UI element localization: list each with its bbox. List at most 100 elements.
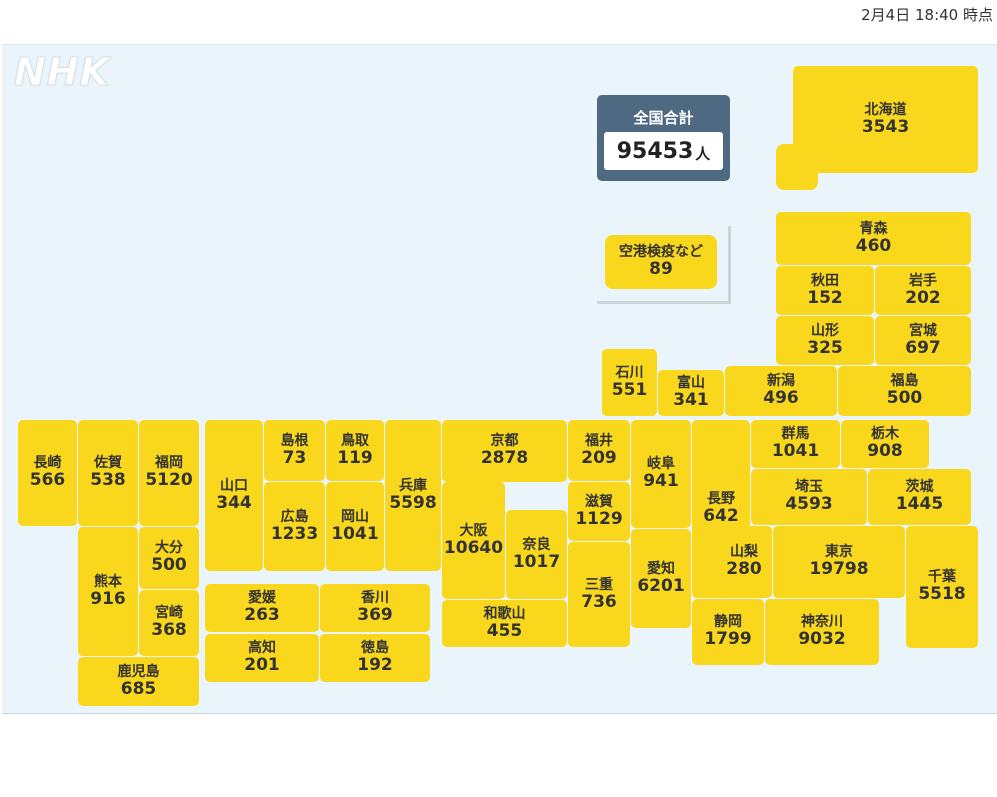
prefecture-cell-kochi[interactable]: 高知 201 (205, 634, 319, 682)
prefecture-cell-fukui[interactable]: 福井 209 (568, 420, 630, 481)
prefecture-count: 916 (90, 588, 126, 609)
prefecture-cell-niigata[interactable]: 新潟 496 (725, 366, 837, 416)
prefecture-cell-fukushima[interactable]: 福島 500 (838, 366, 971, 416)
prefecture-name: 大阪 (459, 522, 488, 539)
prefecture-cell-nagasaki[interactable]: 長崎 566 (18, 420, 77, 526)
prefecture-cell-hyogo[interactable]: 兵庫 5598 (385, 420, 441, 571)
prefecture-name: 香川 (361, 590, 389, 607)
prefecture-cell-miyazaki[interactable]: 宮崎 368 (139, 590, 199, 656)
prefecture-cell-fukuoka[interactable]: 福岡 5120 (139, 420, 199, 526)
prefecture-name: 熊本 (94, 573, 122, 590)
prefecture-cell-kagoshima[interactable]: 鹿児島 685 (78, 657, 199, 706)
prefecture-name: 秋田 (811, 272, 839, 289)
prefecture-name: 京都 (490, 433, 519, 450)
prefecture-name: 高知 (248, 640, 276, 657)
prefecture-cell-gifu[interactable]: 岐阜 941 (631, 420, 691, 528)
prefecture-cell-tokushima[interactable]: 徳島 192 (320, 634, 430, 682)
prefecture-count: 2878 (480, 448, 529, 469)
prefecture-name: 広島 (280, 508, 309, 525)
prefecture-name: 鹿児島 (117, 663, 160, 680)
prefecture-count: 1017 (512, 551, 561, 572)
prefecture-name: 東京 (825, 544, 853, 561)
prefecture-count: 119 (337, 447, 373, 468)
prefecture-count: 325 (807, 337, 843, 358)
prefecture-name: 福井 (585, 432, 613, 449)
prefecture-cell-kyoto[interactable]: 京都 2878 (442, 420, 567, 482)
prefecture-cell-akita[interactable]: 秋田 152 (776, 266, 874, 315)
prefecture-cell-tokyo[interactable]: 東京 19798 (773, 526, 905, 598)
prefecture-name: 奈良 (522, 536, 551, 553)
prefecture-count: 263 (244, 605, 280, 626)
prefecture-name: 北海道 (864, 101, 907, 118)
prefecture-cell-kumamoto[interactable]: 熊本 916 (78, 527, 138, 656)
prefecture-name: 岡山 (341, 508, 369, 525)
prefecture-cell-wakayama[interactable]: 和歌山 455 (442, 600, 567, 647)
prefecture-name: 愛媛 (248, 590, 276, 607)
airport-quarantine-cell[interactable]: 空港検疫など 89 (605, 235, 717, 289)
prefecture-name: 島根 (280, 432, 309, 449)
cell-name: 空港検疫など (619, 244, 703, 261)
prefecture-cell-yamanashi[interactable]: 山梨 280 (716, 526, 772, 598)
prefecture-cell-chiba[interactable]: 千葉 5518 (906, 526, 978, 648)
prefecture-count: 736 (581, 591, 617, 612)
prefecture-cell-nara[interactable]: 奈良 1017 (506, 510, 567, 599)
prefecture-cell-shimane[interactable]: 島根 73 (264, 420, 325, 481)
prefecture-count: 908 (867, 441, 903, 462)
national-total-box: 全国合計 95453 人 (597, 95, 730, 181)
prefecture-cell-mie[interactable]: 三重 736 (568, 542, 630, 647)
prefecture-name: 栃木 (871, 426, 899, 443)
prefecture-cell-gunma[interactable]: 群馬 1041 (751, 420, 840, 468)
prefecture-name: 福岡 (155, 455, 183, 472)
prefecture-count: 1799 (704, 629, 752, 650)
prefecture-count: 496 (763, 388, 799, 409)
prefecture-cell-kagawa[interactable]: 香川 369 (320, 584, 430, 632)
prefecture-cell-aomori[interactable]: 青森 460 (776, 212, 971, 265)
nhk-logo: NHK (13, 50, 111, 95)
prefecture-count: 642 (703, 506, 739, 527)
prefecture-cell-aichi[interactable]: 愛知 6201 (631, 529, 691, 628)
prefecture-cell-ishikawa[interactable]: 石川 551 (602, 349, 657, 416)
prefecture-count: 280 (726, 559, 762, 580)
prefecture-cell-kanagawa[interactable]: 神奈川 9032 (765, 599, 879, 665)
prefecture-name: 新潟 (767, 373, 795, 390)
prefecture-cell-shizuoka[interactable]: 静岡 1799 (692, 599, 764, 665)
prefecture-cell-saga[interactable]: 佐賀 538 (78, 420, 138, 526)
prefecture-name: 青森 (859, 220, 888, 237)
prefecture-cell-yamagata[interactable]: 山形 325 (776, 316, 874, 365)
prefecture-cell-saitama[interactable]: 埼玉 4593 (751, 469, 867, 525)
national-total-value: 95453 (616, 138, 694, 164)
prefecture-cell-shiga[interactable]: 滋賀 1129 (568, 482, 630, 541)
prefecture-cell-oita[interactable]: 大分 500 (139, 527, 199, 589)
prefecture-name: 千葉 (928, 569, 956, 586)
prefecture-name: 宮城 (909, 322, 937, 339)
prefecture-cell-miyagi[interactable]: 宮城 697 (875, 316, 971, 365)
prefecture-cell-ibaraki[interactable]: 茨城 1445 (868, 469, 971, 525)
prefecture-name: 神奈川 (801, 614, 843, 631)
prefecture-cell-tochigi[interactable]: 栃木 908 (841, 420, 929, 468)
prefecture-cell-hokkaido[interactable]: 北海道 3543 (793, 66, 978, 173)
prefecture-count: 73 (282, 447, 307, 468)
cell-value: 89 (649, 259, 673, 280)
prefecture-name: 宮崎 (155, 605, 183, 622)
prefecture-count: 368 (151, 620, 187, 641)
prefecture-name: 愛知 (647, 560, 675, 577)
prefecture-count: 551 (611, 379, 648, 400)
prefecture-cell-tottori[interactable]: 鳥取 119 (326, 420, 384, 481)
prefecture-cell-iwate[interactable]: 岩手 202 (875, 266, 971, 315)
prefecture-name: 滋賀 (585, 493, 613, 510)
prefecture-count: 5518 (918, 584, 966, 605)
prefecture-cell-yamaguchi[interactable]: 山口 344 (205, 420, 263, 571)
prefecture-cell-ehime[interactable]: 愛媛 263 (205, 584, 319, 632)
prefecture-count: 5120 (145, 470, 193, 491)
prefecture-count: 455 (486, 620, 523, 641)
prefecture-cell-hiroshima[interactable]: 広島 1233 (264, 482, 325, 571)
prefecture-count: 1129 (575, 508, 623, 529)
prefecture-name: 山形 (811, 322, 839, 339)
prefecture-cell-osaka[interactable]: 大阪 10640 (442, 482, 505, 599)
prefecture-name: 岐阜 (647, 456, 675, 473)
prefecture-count: 202 (905, 287, 941, 308)
prefecture-cell-okayama[interactable]: 岡山 1041 (326, 482, 384, 571)
prefecture-name: 兵庫 (399, 477, 427, 494)
prefecture-cell-toyama[interactable]: 富山 341 (658, 370, 724, 416)
prefecture-count: 1233 (270, 523, 319, 544)
